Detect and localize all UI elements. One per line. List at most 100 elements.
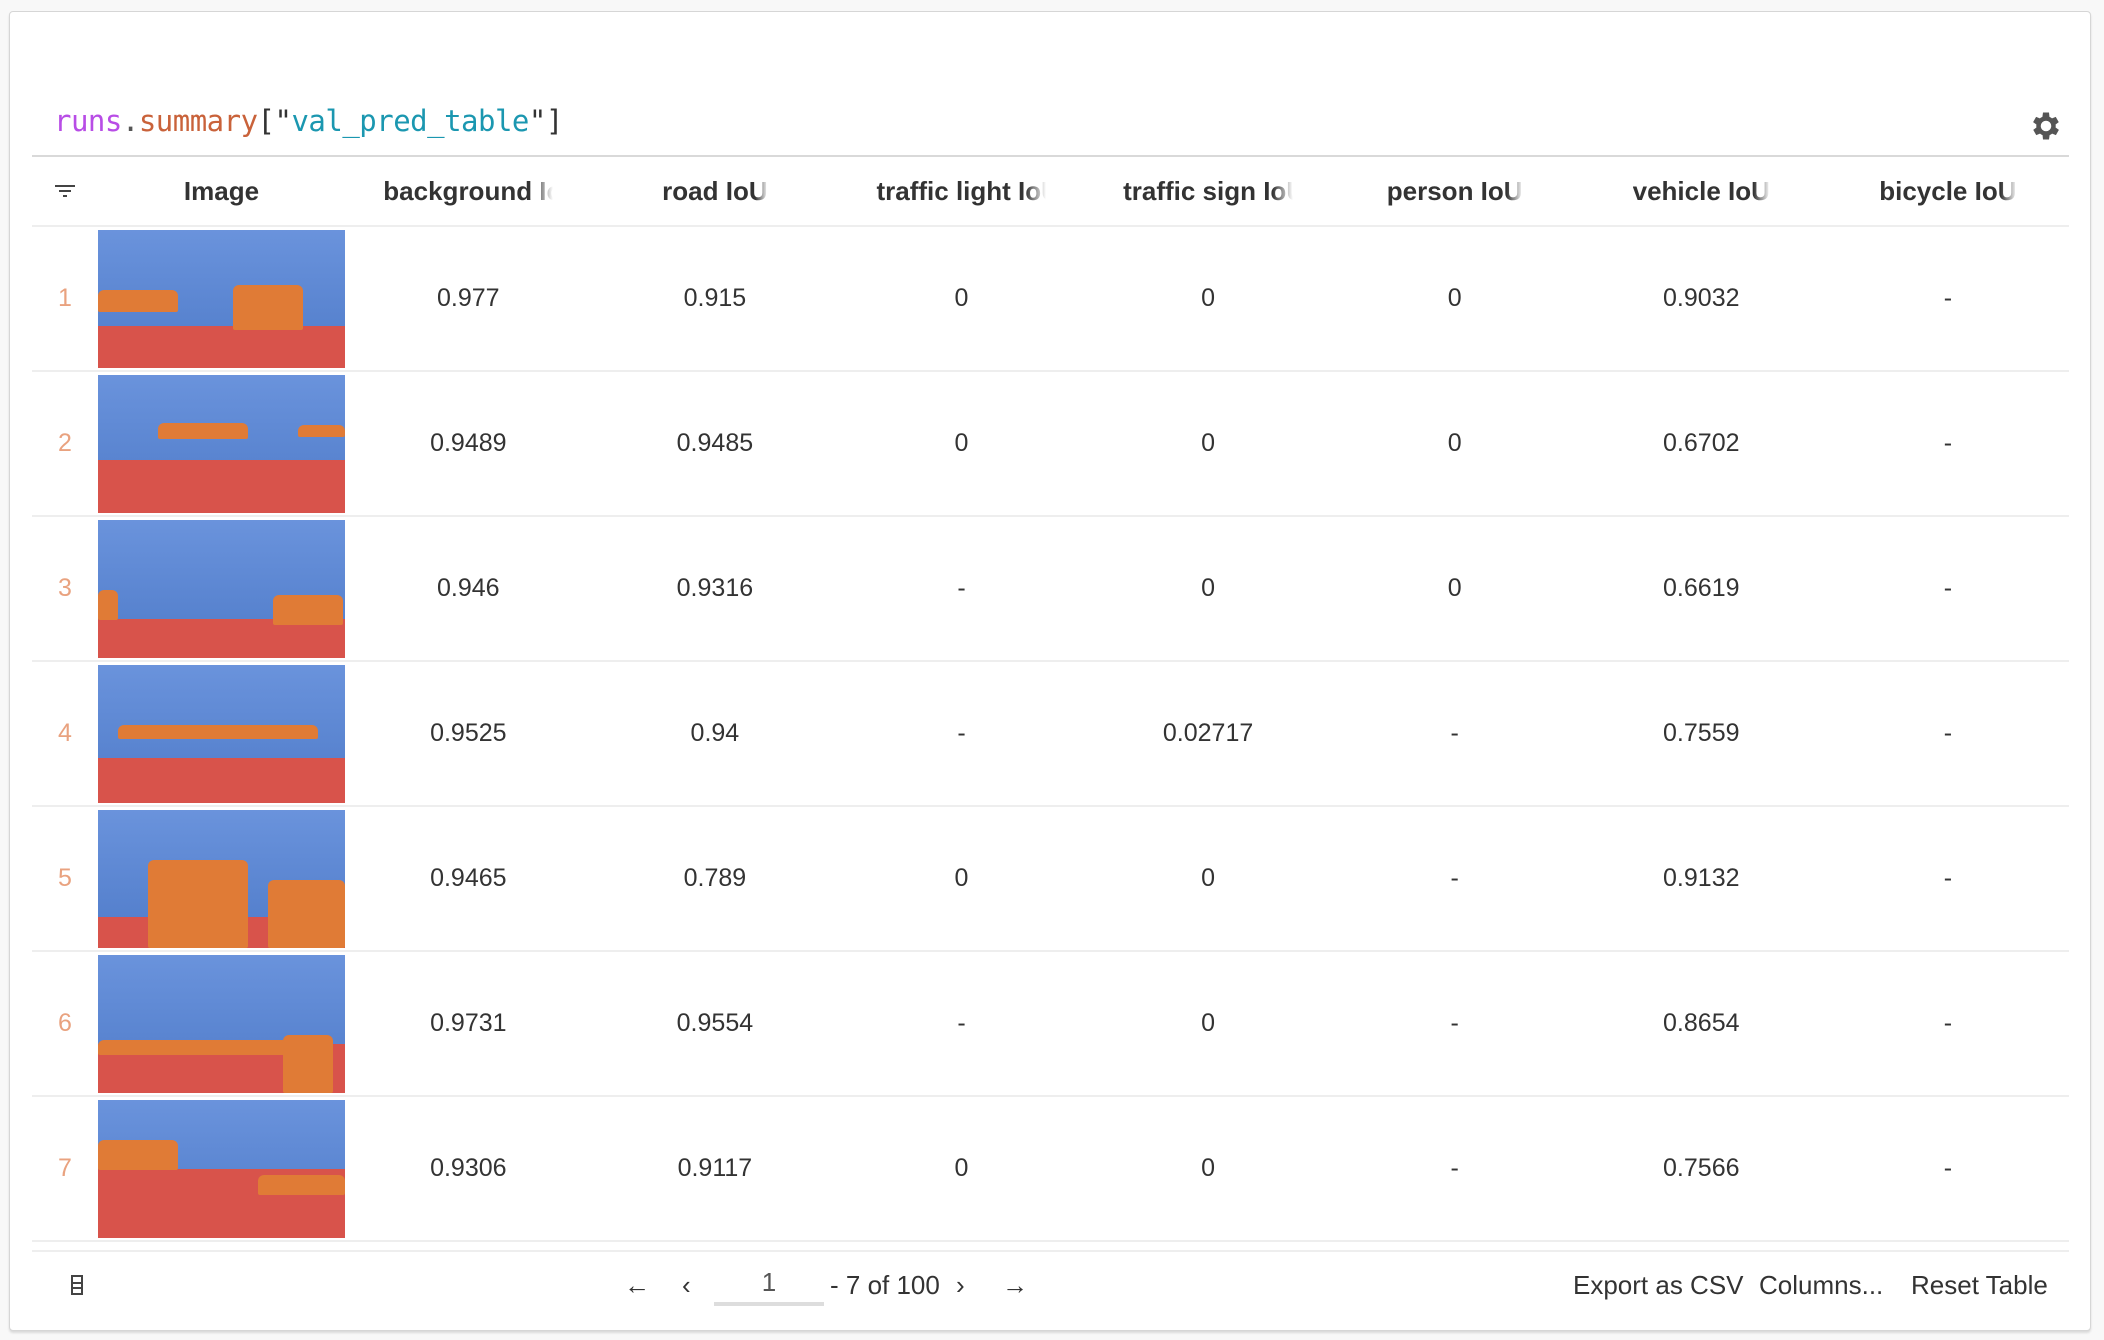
table-cell: 0	[954, 284, 969, 312]
road-mask	[98, 460, 345, 513]
column-header-traffic-sign-iou[interactable]: traffic sign IoU	[1085, 175, 1332, 208]
table-cell: 0	[1201, 1009, 1216, 1037]
segmentation-image[interactable]	[98, 229, 345, 368]
vehicle-mask	[273, 594, 343, 625]
column-header-background-iou[interactable]: background IoU	[345, 175, 592, 208]
vehicle-mask	[258, 1174, 345, 1195]
row-index: 5	[58, 864, 72, 892]
next-page-button[interactable]: ›	[956, 1270, 965, 1300]
vehicle-mask	[98, 589, 118, 620]
table-cell: 0.9117	[677, 1154, 753, 1182]
column-label: traffic light IoU	[876, 176, 1047, 207]
table-cell: -	[1450, 719, 1459, 747]
column-header-person-iou[interactable]: person IoU	[1331, 175, 1578, 208]
column-header-road-iou[interactable]: road IoU	[592, 175, 839, 208]
table-cell: -	[1943, 1154, 1953, 1182]
title-runs: runs	[54, 104, 122, 138]
vehicle-mask	[98, 1139, 178, 1170]
title-summary: summary	[138, 104, 258, 138]
segmentation-image[interactable]	[98, 519, 345, 658]
table-row: 5 0.9465 0.789 0 0 - 0.9132 -	[32, 807, 2069, 952]
export-csv-button[interactable]: Export as CSV	[1573, 1270, 1744, 1300]
image-cell	[98, 372, 345, 515]
image-cell	[98, 1097, 345, 1240]
segmentation-image[interactable]	[98, 664, 345, 803]
column-label: person IoU	[1386, 176, 1523, 207]
gear-icon[interactable]	[2028, 108, 2064, 144]
column-label: Image	[183, 175, 260, 206]
table-cell: -	[1450, 1009, 1459, 1037]
segmentation-image[interactable]	[98, 809, 345, 948]
table-cell: 0	[954, 864, 969, 892]
column-label: background IoU	[383, 176, 553, 207]
table-row: 3 0.946 0.9316 - 0 0 0.6619 -	[32, 517, 2069, 662]
column-label: vehicle IoU	[1632, 176, 1770, 207]
row-index: 6	[58, 1009, 72, 1037]
column-header-traffic-light-iou[interactable]: traffic light IoU	[838, 175, 1085, 208]
row-height-icon[interactable]	[70, 1274, 84, 1296]
title-dot: .	[121, 104, 139, 138]
table-cell: 0.7566	[1663, 1154, 1740, 1182]
column-label: bicycle IoU	[1879, 176, 2017, 207]
table-cell: 0	[1201, 864, 1216, 892]
table-cell: -	[1943, 719, 1953, 747]
table-cell: 0.6619	[1663, 574, 1740, 602]
last-page-button[interactable]: →	[1002, 1270, 1028, 1300]
first-page-button[interactable]: ←	[624, 1270, 650, 1300]
table-cell: -	[1943, 864, 1953, 892]
table-cell: 0.946	[437, 574, 500, 602]
column-label: traffic sign IoU	[1123, 176, 1294, 207]
table-cell: 0.9485	[676, 429, 754, 457]
table-cell: 0	[1447, 284, 1462, 312]
table-cell: 0.977	[437, 284, 500, 312]
column-header-image[interactable]: Image	[98, 157, 345, 225]
table-cell: 0	[1201, 284, 1216, 312]
table-cell: 0	[954, 429, 969, 457]
table-cell: -	[957, 719, 966, 747]
row-index: 4	[58, 719, 72, 747]
table-row: 1 0.977 0.915 0 0 0 0.9032 -	[32, 227, 2069, 372]
image-cell	[98, 517, 345, 660]
image-cell	[98, 662, 345, 805]
columns-button[interactable]: Columns...	[1759, 1270, 1884, 1300]
segmentation-image[interactable]	[98, 374, 345, 513]
table-cell: 0.9465	[430, 864, 507, 892]
title-open: ["	[257, 104, 292, 138]
table-cell: 0.9032	[1663, 284, 1740, 312]
table-cell: -	[1943, 429, 1953, 457]
table-footer: ← ‹ - 7 of 100 › → Export as CSV Columns…	[32, 1250, 2069, 1320]
segmentation-image[interactable]	[98, 1099, 345, 1238]
table-cell: -	[1450, 864, 1459, 892]
table-cell: 0.8654	[1663, 1009, 1740, 1037]
table-cell: 0	[1447, 429, 1462, 457]
table-row: 6 0.9731 0.9554 - 0 - 0.8654 -	[32, 952, 2069, 1097]
table-cell: 0	[1201, 1154, 1216, 1182]
table-cell: 0.94	[690, 719, 740, 747]
table-cell: 0.9316	[676, 574, 754, 602]
table-cell: 0	[1447, 574, 1462, 602]
table-cell: 0.9554	[676, 1009, 754, 1037]
table-cell: 0.9132	[1663, 864, 1740, 892]
reset-table-button[interactable]: Reset Table	[1911, 1270, 2048, 1300]
table-row: 4 0.9525 0.94 - 0.02717 - 0.7559 -	[32, 662, 2069, 807]
prev-page-button[interactable]: ‹	[682, 1270, 691, 1300]
table-cell: -	[1450, 1154, 1459, 1182]
page-input[interactable]	[714, 1262, 824, 1306]
filter-button[interactable]	[32, 184, 98, 198]
table-cell: -	[1943, 1009, 1953, 1037]
table-cell: 0.7559	[1663, 719, 1740, 747]
table-cell: 0.9731	[430, 1009, 507, 1037]
image-cell	[98, 807, 345, 950]
row-index: 2	[58, 429, 72, 457]
table-cell: 0.915	[683, 284, 747, 312]
column-header-vehicle-iou[interactable]: vehicle IoU	[1578, 175, 1825, 208]
column-header-bicycle-iou[interactable]: bicycle IoU	[1825, 175, 2072, 208]
table-cell: -	[1943, 574, 1953, 602]
table-body: 1 0.977 0.915 0 0 0 0.9032 - 2 0.9489 0.9485 0 0 0 0.6…	[32, 227, 2069, 1242]
table-cell: 0.789	[683, 864, 747, 892]
table-cell: 0	[954, 1154, 969, 1182]
table-cell: 0.6702	[1663, 429, 1740, 457]
segmentation-image[interactable]	[98, 954, 345, 1093]
panel-title: runs.summary["val_pred_table"]	[54, 104, 563, 138]
vehicle-mask	[118, 724, 318, 739]
